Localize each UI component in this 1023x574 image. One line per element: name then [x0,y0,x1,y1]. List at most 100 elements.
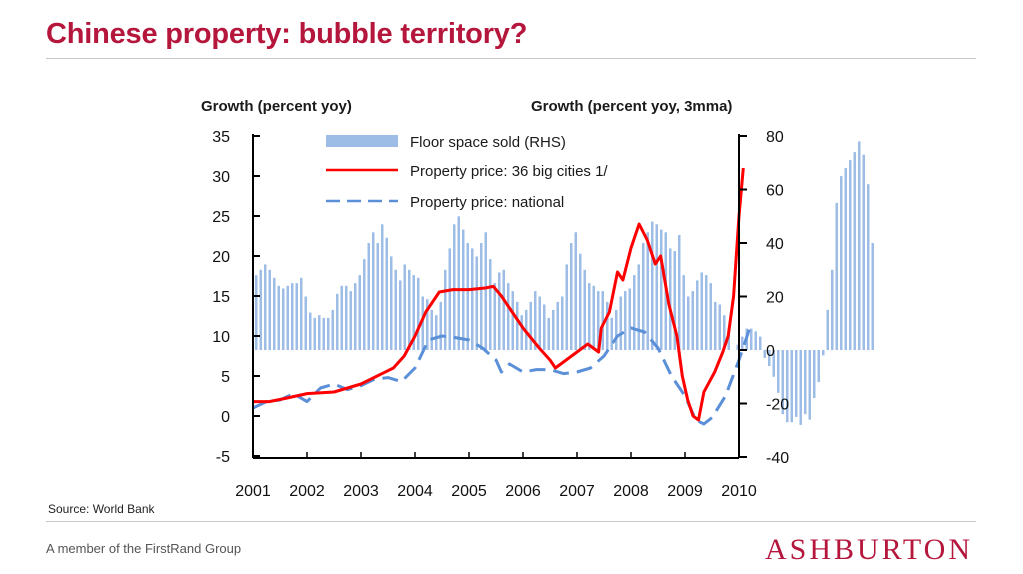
x-tick-label: 2003 [343,483,379,500]
floor-space-bar [448,248,451,350]
floor-space-bar [660,229,663,350]
right-tick-label: 20 [766,290,784,307]
floor-space-bar [439,301,442,350]
floor-space-bar [633,275,636,350]
floor-space-bar [421,296,424,350]
floor-space-bar [867,184,870,350]
floor-space-bar [741,336,744,350]
floor-space-bar [831,269,834,351]
floor-space-bar [493,283,496,350]
floor-space-bar [273,277,276,350]
floor-space-bar [372,232,375,350]
floor-space-bar [277,285,280,350]
floor-space-bar [556,301,559,350]
floor-space-bar [516,301,519,350]
legend-background [407,128,657,216]
floor-space-bar [669,248,672,350]
left-tick-label: 15 [212,289,230,306]
floor-space-bar [736,344,739,350]
floor-space-bar [381,224,384,350]
floor-space-bar [358,275,361,350]
floor-space-bar [259,269,262,351]
floor-space-bar [282,288,285,350]
floor-space-bar [345,285,348,350]
floor-space-bar [615,309,618,350]
floor-space-bar [772,350,775,377]
floor-space-bar [403,264,406,350]
floor-space-bar [304,296,307,350]
floor-space-bar [430,309,433,350]
slide-title: Chinese property: bubble territory? [46,18,528,50]
floor-space-bar [399,280,402,350]
floor-space-bar [678,235,681,350]
floor-space-bar [790,350,793,423]
floor-space-bar [817,350,820,383]
price-national-line [252,326,752,426]
left-tick-label: 5 [221,369,230,386]
floor-space-bar [376,243,379,350]
footer-divider [46,521,976,522]
brand-logo: ASHBURTON [764,533,973,566]
floor-space-bar [718,304,721,350]
floor-space-bar [453,224,456,350]
right-tick-label: 40 [766,236,784,253]
floor-space-bar [394,269,397,351]
floor-space-bar [822,350,825,356]
floor-space-bar [340,285,343,350]
floor-space-bar [696,280,699,350]
floor-space-bar [354,283,357,350]
floor-space-bar [763,350,766,358]
floor-space-bar [498,272,501,350]
x-tick-label: 2007 [559,483,595,500]
floor-space-bar [606,301,609,350]
floor-space-bar [502,269,505,351]
x-tick-label: 2004 [397,483,433,500]
floor-space-bar [709,283,712,350]
floor-space-bar [484,232,487,350]
floor-space-bar [610,317,613,350]
floor-space-bar [781,350,784,415]
x-tick-label: 2006 [505,483,541,500]
legend-label-price-36: Property price: 36 big cities 1/ [410,163,608,180]
floor-space-bar [862,154,865,350]
floor-space-bar [435,315,438,350]
x-tick-label: 2002 [289,483,325,500]
floor-space-bar [799,350,802,425]
floor-space-bar [349,291,352,350]
floor-space-bar [390,256,393,350]
price-36-cities-line [253,167,745,422]
right-tick-label: 60 [766,183,784,200]
floor-space-bar [840,176,843,350]
right-tick-label: 0 [766,343,775,360]
floor-space-bar [286,285,289,350]
floor-space-bar [826,309,829,350]
floor-space-bar [619,296,622,350]
floor-space-bar [858,141,861,350]
floor-space-bar [268,269,271,351]
floor-space-bar [385,237,388,350]
right-tick-label: -20 [766,397,789,414]
floor-space-bar [471,248,474,350]
floor-space-bar [363,259,366,350]
footer-text: A member of the FirstRand Group [46,541,242,556]
floor-space-bar [520,315,523,350]
left-tick-label: 10 [212,329,230,346]
floor-space-bar [655,224,658,350]
floor-space-bar [331,309,334,350]
floor-space-bar [255,275,258,350]
right-tick-label: -40 [766,450,789,467]
floor-space-bar [714,301,717,350]
left-tick-label: 25 [212,209,230,226]
floor-space-bar [570,243,573,350]
floor-space-bar [291,283,294,350]
price-lines [252,167,752,426]
floor-space-bar [327,317,330,350]
floor-space-bar [750,328,753,350]
left-tick-label: 20 [212,249,230,266]
legend-label-floor-space: Floor space sold (RHS) [410,134,566,151]
floor-space-bar [489,259,492,350]
floor-space-bar [547,317,550,350]
floor-space-bar [808,350,811,420]
legend-label-price-national: Property price: national [410,194,564,211]
left-tick-label: 30 [212,169,230,186]
